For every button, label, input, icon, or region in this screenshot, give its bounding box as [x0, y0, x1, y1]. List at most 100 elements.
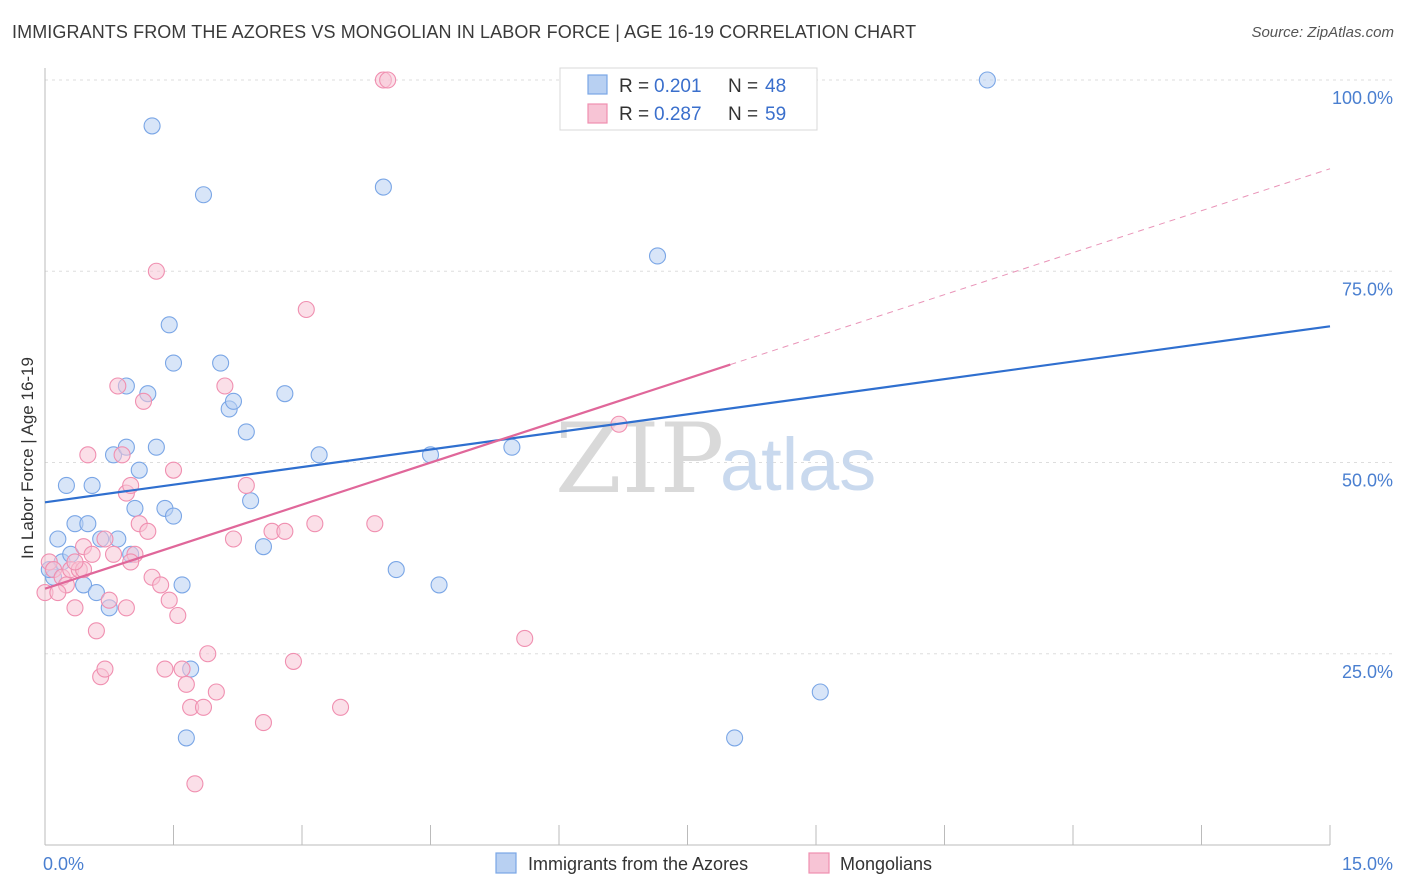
- point-azores: [160, 316, 178, 334]
- point-mongolians: [199, 645, 217, 663]
- point-azores: [57, 476, 75, 495]
- point-azores: [387, 561, 405, 579]
- point-azores: [978, 71, 996, 89]
- point-azores: [374, 178, 392, 196]
- y-axis-label: In Labor Force | Age 16-19: [18, 357, 37, 559]
- stats-n-value-1: 48: [765, 76, 786, 97]
- point-mongolians: [331, 698, 350, 716]
- chart-title: IMMIGRANTS FROM THE AZORES VS MONGOLIAN …: [12, 22, 917, 42]
- point-mongolians: [117, 599, 135, 617]
- y-tick-labels: 25.0% 50.0% 75.0% 100.0%: [1332, 88, 1393, 682]
- y-tick-label: 25.0%: [1342, 662, 1393, 682]
- point-azores: [726, 729, 744, 747]
- point-mongolians: [516, 629, 534, 648]
- legend-swatch-mongolians: [808, 852, 830, 874]
- point-azores: [177, 729, 195, 747]
- x-tick-labels: 0.0% 15.0%: [43, 854, 1393, 874]
- point-mongolians: [194, 698, 213, 716]
- stats-n-label-2: N =: [728, 104, 758, 125]
- stats-r-value-2: 0.287: [654, 104, 702, 125]
- y-tick-label: 100.0%: [1332, 88, 1393, 108]
- point-azores: [194, 186, 213, 204]
- point-mongolians: [87, 622, 105, 640]
- stats-swatch-mongolians: [587, 103, 608, 124]
- point-azores: [224, 392, 243, 410]
- stats-r-value-1: 0.201: [654, 76, 702, 97]
- point-mongolians: [169, 606, 187, 625]
- point-azores: [130, 461, 148, 479]
- point-mongolians: [160, 591, 178, 609]
- point-azores: [164, 507, 183, 525]
- point-azores: [164, 354, 183, 372]
- point-mongolians: [83, 545, 101, 563]
- source-credit: Source: ZipAtlas.com: [1251, 24, 1394, 41]
- point-mongolians: [79, 446, 97, 464]
- point-azores: [503, 438, 521, 456]
- x-tick-label: 0.0%: [43, 854, 84, 874]
- point-mongolians: [139, 522, 157, 540]
- point-azores: [310, 446, 328, 464]
- trend-line-mongolians: [44, 363, 731, 590]
- point-mongolians: [156, 660, 174, 678]
- legend-swatch-azores: [495, 852, 517, 874]
- point-mongolians: [216, 377, 234, 395]
- point-mongolians: [100, 591, 118, 609]
- point-mongolians: [113, 446, 131, 464]
- point-azores: [254, 538, 273, 556]
- stats-r-label-1: R =: [619, 76, 649, 97]
- point-azores: [212, 354, 230, 372]
- point-mongolians: [104, 545, 123, 563]
- stats-r-label-2: R =: [619, 104, 649, 125]
- point-azores: [143, 117, 161, 135]
- stats-legend: R = 0.201 N = 48 R = 0.287 N = 59: [559, 67, 818, 131]
- point-mongolians: [66, 599, 84, 617]
- legend-label-mongolians: Mongolians: [840, 854, 932, 874]
- point-mongolians: [96, 530, 114, 548]
- point-mongolians: [147, 262, 165, 280]
- trend-lines: [44, 168, 1331, 590]
- point-azores: [430, 576, 448, 594]
- point-azores: [49, 530, 67, 548]
- point-mongolians: [237, 476, 255, 495]
- point-mongolians: [164, 461, 183, 479]
- point-azores: [276, 385, 294, 403]
- x-tick-label: 15.0%: [1342, 854, 1393, 874]
- point-mongolians: [254, 714, 273, 732]
- point-azores: [147, 438, 165, 456]
- stats-n-label-1: N =: [728, 76, 758, 97]
- point-mongolians: [173, 660, 191, 678]
- y-tick-label: 75.0%: [1342, 279, 1393, 299]
- point-azores: [648, 247, 667, 265]
- point-mongolians: [379, 71, 397, 89]
- stats-n-value-2: 59: [765, 104, 786, 125]
- point-mongolians: [366, 515, 384, 533]
- stats-swatch-azores: [587, 74, 608, 95]
- point-mongolians: [276, 522, 294, 540]
- series-legend: Immigrants from the Azores Mongolians: [495, 852, 932, 874]
- point-mongolians: [186, 775, 204, 793]
- trend-line-azores: [44, 325, 1331, 504]
- point-azores: [811, 683, 829, 701]
- point-mongolians: [284, 652, 302, 670]
- point-mongolians: [96, 660, 114, 678]
- point-mongolians: [207, 683, 225, 701]
- point-mongolians: [306, 515, 324, 533]
- point-azores: [79, 515, 97, 533]
- point-azores: [87, 583, 105, 602]
- point-mongolians: [66, 553, 84, 571]
- watermark-atlas: atlas: [720, 423, 876, 506]
- point-azores: [126, 499, 144, 517]
- point-mongolians: [152, 576, 170, 594]
- point-mongolians: [122, 553, 140, 571]
- point-azores: [242, 492, 260, 510]
- point-mongolians: [177, 675, 195, 693]
- y-tick-label: 50.0%: [1342, 471, 1393, 491]
- point-azores: [173, 576, 191, 594]
- point-azores: [83, 476, 101, 495]
- point-mongolians: [134, 392, 153, 410]
- trend-line-mongolians-extension: [730, 168, 1331, 366]
- data-points: [36, 71, 996, 793]
- point-mongolians: [224, 530, 243, 548]
- point-mongolians: [109, 377, 127, 395]
